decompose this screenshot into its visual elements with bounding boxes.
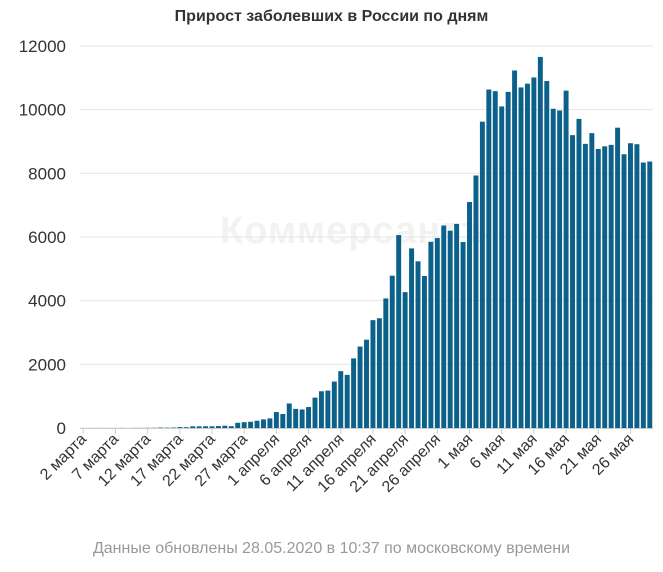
bar[interactable] [460,242,466,428]
y-tick-label: 4000 [28,292,66,311]
bar[interactable] [267,418,273,428]
bar[interactable] [351,358,357,428]
bar[interactable] [486,89,492,429]
bar[interactable] [241,422,247,428]
bar[interactable] [473,175,479,428]
bar[interactable] [582,143,588,429]
bar[interactable] [563,90,569,428]
bar[interactable] [370,320,376,428]
bar[interactable] [286,403,292,428]
bar[interactable] [518,87,524,429]
bar[interactable] [409,248,415,428]
bar[interactable] [512,70,518,428]
bar[interactable] [505,91,511,429]
bar[interactable] [293,408,299,428]
bar[interactable] [273,412,279,428]
bar[interactable] [306,407,312,428]
bar[interactable] [331,381,337,428]
chart-title: Прирост заболевших в России по дням [174,8,489,25]
bar[interactable] [557,110,563,429]
bar[interactable] [421,276,427,428]
bar[interactable] [628,143,633,428]
bar[interactable] [550,108,556,428]
bar[interactable] [615,127,621,429]
bar[interactable] [602,146,608,428]
bar[interactable] [312,397,318,428]
bar[interactable] [364,339,369,428]
bar[interactable] [415,261,421,428]
bar[interactable] [589,133,595,428]
bar[interactable] [499,106,505,429]
bar[interactable] [325,390,331,428]
bar[interactable] [524,83,530,428]
bar[interactable] [338,371,344,428]
y-tick-label: 8000 [28,164,66,183]
bar[interactable] [190,426,196,428]
bar[interactable] [203,426,209,428]
y-tick-label: 6000 [28,228,66,247]
bar[interactable] [647,161,653,428]
bar[interactable] [215,426,221,428]
y-tick-label: 2000 [28,355,66,374]
bars [80,56,653,429]
bar[interactable] [531,77,537,428]
bar[interactable] [595,149,601,428]
bar[interactable] [441,225,447,428]
bar[interactable] [608,144,614,428]
bar[interactable] [621,154,627,428]
bar[interactable] [467,202,472,428]
bar[interactable] [177,427,183,428]
bar[interactable] [402,292,408,428]
bar[interactable] [248,421,254,428]
bar[interactable] [299,409,305,428]
bar[interactable] [576,118,582,429]
x-tick-label: 1 мая [435,431,477,473]
bar[interactable] [428,241,434,428]
bar[interactable] [196,426,202,428]
bar[interactable] [544,81,550,429]
bar[interactable] [537,56,543,428]
bar[interactable] [479,121,485,429]
y-tick-label: 0 [57,419,66,438]
bar[interactable] [344,374,350,428]
bar[interactable] [183,427,189,428]
bar[interactable] [389,275,395,428]
bar[interactable] [634,144,640,428]
bar[interactable] [357,346,363,428]
bar[interactable] [383,298,389,428]
bar[interactable] [222,425,228,428]
bar[interactable] [318,391,324,428]
bar[interactable] [376,318,382,428]
bar[interactable] [434,238,440,428]
bar[interactable] [447,230,453,428]
bar[interactable] [640,162,646,428]
y-axis: 0 2000 4000 6000 8000 10000 12000 [19,37,66,438]
update-note: Данные обновлены 28.05.2020 в 10:37 по м… [92,540,571,557]
bar[interactable] [280,413,286,428]
bar[interactable] [396,235,402,428]
bar[interactable] [209,426,215,428]
bar[interactable] [454,223,460,428]
bar[interactable] [228,426,234,428]
bar[interactable] [492,91,498,429]
y-tick-label: 12000 [19,37,66,56]
bar[interactable] [570,135,575,428]
bar[interactable] [261,419,266,428]
y-tick-label: 10000 [19,101,66,120]
bar[interactable] [254,420,260,428]
bar[interactable] [235,422,241,428]
